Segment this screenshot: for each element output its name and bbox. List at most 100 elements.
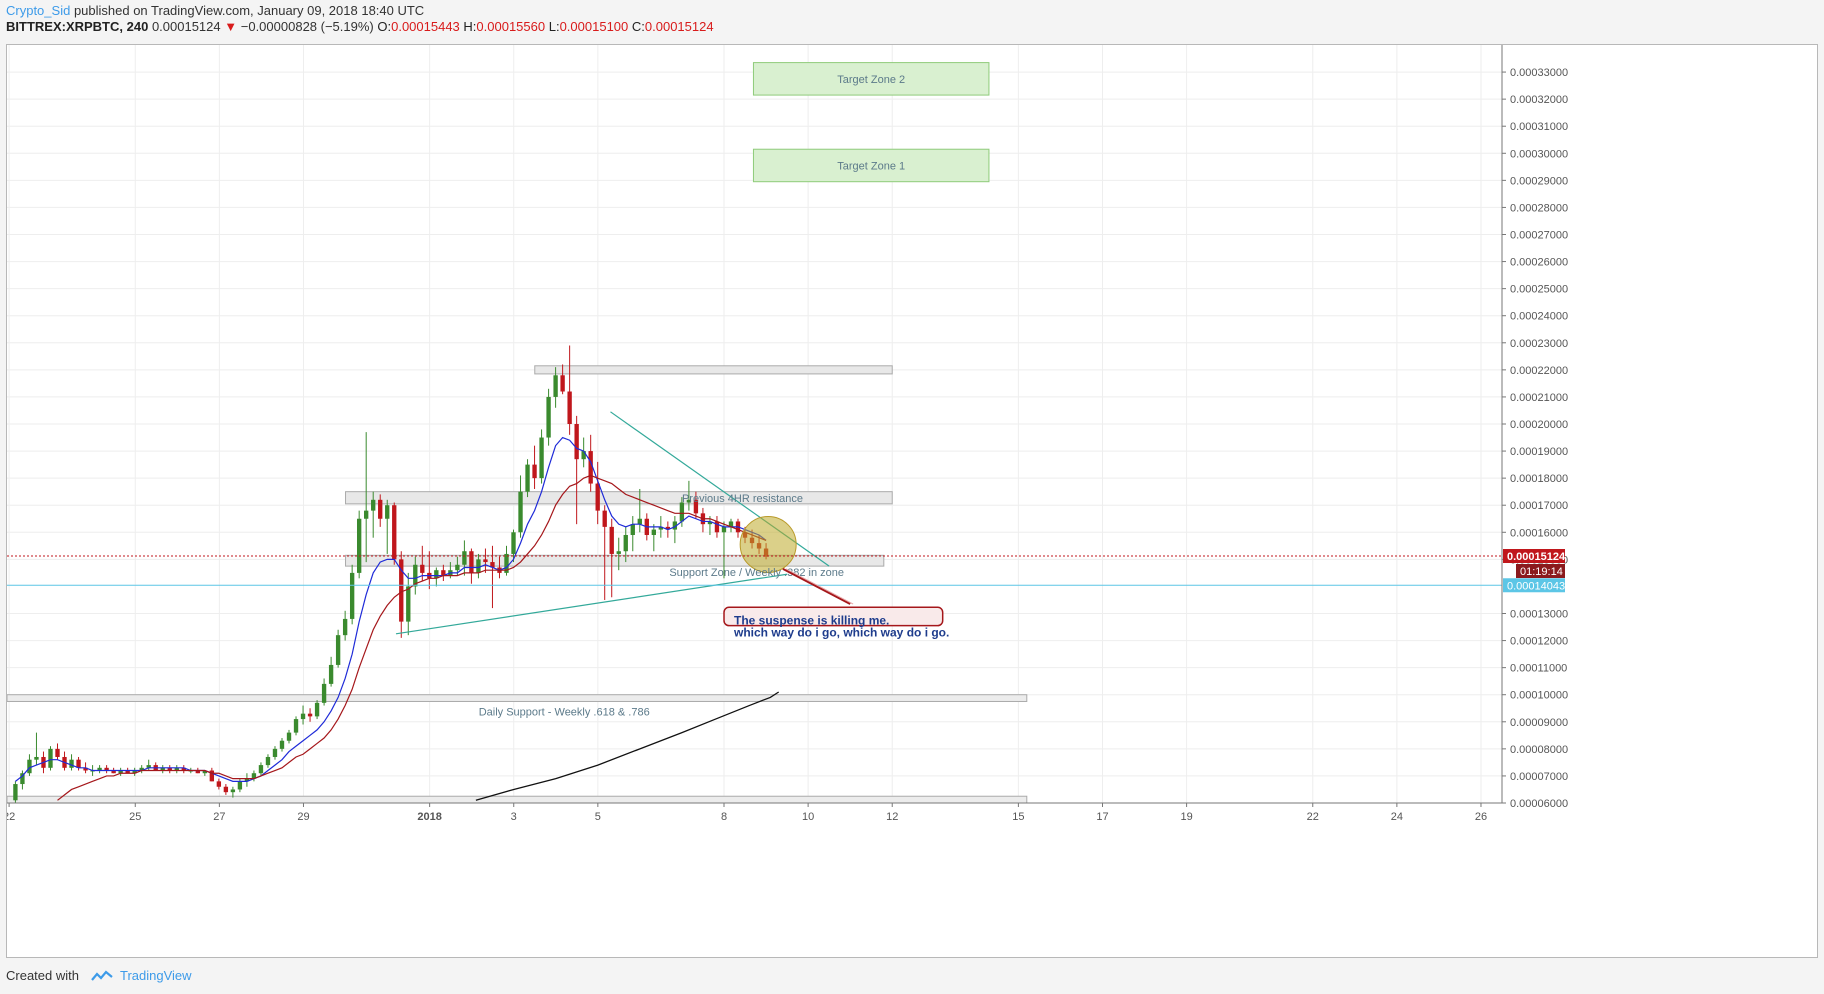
candle-body	[504, 553, 509, 573]
zone-box-1	[752, 148, 990, 183]
candle-body	[532, 464, 537, 479]
candle-body	[567, 391, 572, 424]
candle-body	[490, 562, 495, 568]
candle-body	[335, 635, 341, 665]
candle-body	[679, 502, 685, 522]
author-link[interactable]: Crypto_Sid	[6, 3, 71, 18]
y-tick-label: 0.00010000	[1510, 690, 1568, 702]
countdown-badge-label: 01:19:14	[1520, 566, 1563, 578]
candles	[13, 345, 769, 803]
candle-body	[230, 789, 236, 793]
candle-body	[223, 786, 229, 793]
zone-box-3	[345, 491, 893, 505]
zone-box-4	[345, 554, 885, 567]
zone-box-6	[7, 795, 1028, 803]
candle-body	[167, 767, 172, 771]
candle-body	[511, 532, 516, 554]
candle-body	[420, 564, 425, 573]
candle-body	[714, 521, 720, 533]
candle-body	[707, 521, 713, 525]
y-tick-label: 0.00025000	[1510, 284, 1568, 296]
candle-body	[139, 767, 144, 771]
y-tick-label: 0.00032000	[1510, 94, 1568, 106]
y-tick-label: 0.00028000	[1510, 202, 1568, 214]
line-price-badge-label: 0.00014043	[1507, 580, 1565, 592]
plot-layer: Target Zone 2 Target Zone 1 Previous 4HR r…	[7, 62, 1502, 803]
candle-body	[637, 518, 642, 525]
y-tick-label: 0.00022000	[1510, 365, 1568, 377]
close-value: 0.00015124	[644, 19, 714, 34]
candle-body	[146, 765, 151, 768]
down-arrow-icon: ▼	[224, 19, 238, 34]
candle-body	[553, 375, 558, 397]
y-tick-label: 0.00026000	[1510, 257, 1568, 269]
candle-body	[69, 759, 74, 768]
candle-body	[286, 732, 292, 741]
candle-body	[76, 759, 81, 768]
zone-label-0: Target Zone 2	[837, 74, 905, 86]
zone-label-4: Support Zone / Weekly .382 in zone	[669, 567, 844, 579]
candle-body	[258, 765, 264, 774]
candle-body	[174, 767, 179, 771]
candle-body	[272, 748, 278, 757]
candle-body	[48, 748, 53, 768]
symbol-label[interactable]: BITTREX:XRPBTC, 240	[6, 19, 149, 34]
x-tick-label: 8	[721, 811, 727, 823]
callout-box	[723, 606, 944, 627]
publish-line: Crypto_Sid published on TradingView.com,…	[6, 3, 714, 19]
candle-body	[525, 464, 530, 492]
candle-body	[602, 510, 607, 527]
y-tick-label: 0.00029000	[1510, 175, 1568, 187]
chart-area[interactable]: Target Zone 2 Target Zone 1 Previous 4HR r…	[6, 44, 1818, 958]
candle-body	[97, 767, 102, 771]
candle-body	[539, 437, 544, 479]
candle-body	[356, 518, 362, 573]
candle-body	[132, 770, 137, 774]
x-tick-label: 22	[1307, 811, 1319, 823]
x-tick-label: 15	[1012, 811, 1024, 823]
tradingview-link[interactable]: TradingView	[120, 968, 192, 983]
y-tick-label: 0.00027000	[1510, 230, 1568, 242]
callout-pointer	[782, 567, 851, 605]
candle-body	[293, 719, 299, 733]
candle-body	[406, 586, 411, 622]
candle-body	[441, 570, 446, 576]
tradingview-logo-icon	[90, 970, 113, 981]
candle-body	[455, 564, 460, 571]
candle-body	[209, 770, 215, 782]
candle-body	[307, 713, 313, 717]
created-with-label: Created with	[6, 968, 79, 983]
candle-body	[20, 773, 25, 785]
candle-body	[216, 781, 222, 787]
trend-line-1	[395, 573, 788, 635]
open-label: O:	[377, 19, 392, 34]
x-tick-label: 22	[7, 811, 15, 823]
callout-text-line-1: The suspense is killing me.	[734, 613, 889, 627]
x-tick-label: 26	[1475, 811, 1487, 823]
footer: Created with TradingView	[6, 968, 192, 984]
x-tick-label: 25	[129, 811, 141, 823]
candle-body	[321, 683, 327, 703]
y-tick-label: 0.00023000	[1510, 338, 1568, 350]
close-label: C:	[631, 19, 645, 34]
long-ma-line	[475, 691, 780, 801]
candle-body	[560, 375, 565, 392]
countdown-badge	[1516, 564, 1565, 579]
y-tick-label: 0.00024000	[1510, 311, 1568, 323]
candle-body	[202, 770, 208, 774]
price-chart[interactable]: Target Zone 2 Target Zone 1 Previous 4HR r…	[7, 45, 1817, 957]
open-value: 0.00015443	[391, 19, 460, 34]
slow-ma-line	[57, 474, 767, 801]
candle-body	[609, 526, 614, 554]
candle-body	[160, 767, 165, 771]
x-tick-label: 5	[595, 811, 601, 823]
candle-body	[728, 521, 734, 527]
last-price: 0.00015124	[151, 19, 221, 34]
candle-body	[314, 702, 320, 717]
candle-body	[399, 559, 404, 622]
x-tick-label: 27	[213, 811, 225, 823]
candle-body	[55, 748, 60, 757]
high-value: 0.00015560	[476, 19, 546, 34]
candle-body	[371, 499, 376, 511]
low-value: 0.00015100	[559, 19, 629, 34]
